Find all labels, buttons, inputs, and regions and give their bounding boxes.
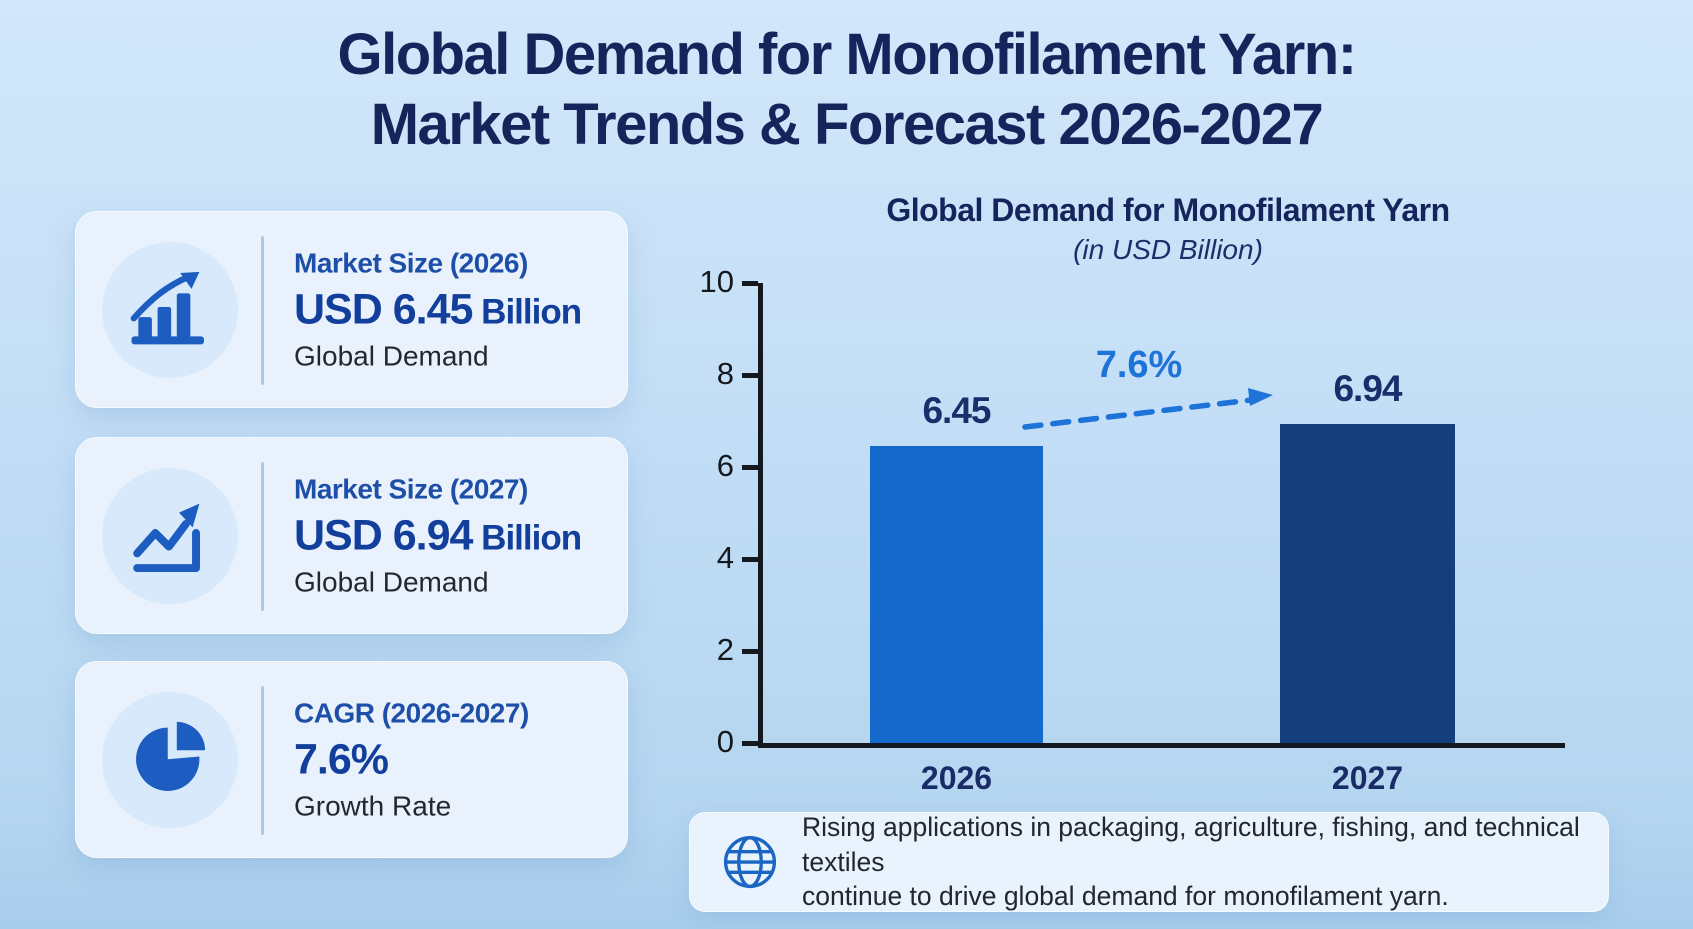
card-label: CAGR (2026-2027) bbox=[294, 696, 529, 728]
stat-card-cagr: CAGR (2026-2027) 7.6% Growth Rate bbox=[75, 661, 628, 858]
x-axis-label-2027: 2027 bbox=[1331, 760, 1404, 796]
y-tick-mark bbox=[742, 373, 758, 378]
icon-circle bbox=[102, 467, 238, 604]
chart-title: Global Demand for Monofilament Yarn bbox=[886, 192, 1450, 228]
card-divider bbox=[261, 462, 264, 611]
pie-chart-icon bbox=[127, 714, 213, 805]
card-text: Market Size (2026) USD 6.45 Billion Glob… bbox=[294, 246, 582, 372]
dashed-growth-arrow-icon bbox=[1022, 388, 1273, 430]
bar-2026: 6.45 bbox=[870, 390, 1043, 743]
y-tick-mark bbox=[742, 465, 758, 470]
x-axis-label-2026: 2026 bbox=[920, 760, 993, 796]
card-subtitle: Global Demand bbox=[294, 340, 489, 372]
card-text: Market Size (2027) USD 6.94 Billion Glob… bbox=[294, 472, 582, 598]
growth-rate-annotation: 7.6% bbox=[1095, 344, 1183, 386]
bar-value-label-2026: 6.45 bbox=[922, 390, 991, 432]
card-label: Market Size (2027) bbox=[294, 472, 528, 504]
card-divider bbox=[261, 236, 264, 385]
card-subtitle: Global Demand bbox=[294, 566, 489, 598]
card-value-unit: Billion bbox=[472, 517, 582, 557]
footnote-line-2: continue to drive global demand for mono… bbox=[802, 881, 1449, 912]
icon-circle bbox=[102, 241, 238, 378]
card-divider bbox=[261, 686, 264, 835]
page-title: Global Demand for Monofilament Yarn: Mar… bbox=[0, 20, 1693, 159]
card-value-number: 7.6% bbox=[294, 734, 389, 783]
card-value-number: USD 6.45 bbox=[294, 284, 473, 333]
line-chart-growth-icon bbox=[127, 490, 213, 581]
y-tick-mark bbox=[742, 649, 758, 654]
y-tick-label: 4 bbox=[716, 540, 734, 575]
stat-card-market-size-2026: Market Size (2026) USD 6.45 Billion Glob… bbox=[75, 211, 628, 408]
card-value: USD 6.94 Billion bbox=[294, 510, 582, 559]
stat-card-market-size-2027: Market Size (2027) USD 6.94 Billion Glob… bbox=[75, 437, 628, 634]
bar-value-label-2027: 6.94 bbox=[1333, 367, 1402, 409]
y-tick-label: 10 bbox=[699, 264, 734, 299]
y-tick-mark bbox=[742, 741, 758, 746]
footnote-text: Rising applications in packaging, agricu… bbox=[802, 810, 1608, 915]
page-title-line-2: Market Trends & Forecast 2026-2027 bbox=[370, 91, 1324, 157]
icon-circle bbox=[102, 691, 238, 828]
y-tick-label: 6 bbox=[716, 448, 734, 483]
card-value-unit: Billion bbox=[472, 291, 582, 331]
page-title-line-1: Global Demand for Monofilament Yarn: bbox=[337, 22, 1357, 87]
chart-subtitle: (in USD Billion) bbox=[1073, 234, 1263, 265]
card-subtitle: Growth Rate bbox=[294, 790, 452, 822]
card-value: USD 6.45 Billion bbox=[294, 284, 582, 333]
footnote-line-1: Rising applications in packaging, agricu… bbox=[802, 811, 1580, 877]
card-value-number: USD 6.94 bbox=[294, 510, 473, 559]
card-label: Market Size (2026) bbox=[294, 246, 528, 278]
y-tick-label: 0 bbox=[716, 724, 734, 759]
y-tick-mark bbox=[742, 557, 758, 562]
globe-icon bbox=[720, 832, 780, 892]
y-tick-mark bbox=[742, 281, 758, 286]
card-text: CAGR (2026-2027) 7.6% Growth Rate bbox=[294, 697, 529, 822]
bar-2027: 6.94 bbox=[1280, 368, 1455, 743]
bar-chart-growth-icon bbox=[127, 264, 213, 355]
y-tick-label: 8 bbox=[716, 356, 734, 391]
card-value: 7.6% bbox=[294, 734, 529, 783]
y-tick-label: 2 bbox=[716, 632, 734, 667]
footnote-card: Rising applications in packaging, agricu… bbox=[689, 812, 1609, 912]
bar-chart-plot: 6.45 6.94 0 2 4 6 8 10 bbox=[700, 264, 1565, 759]
